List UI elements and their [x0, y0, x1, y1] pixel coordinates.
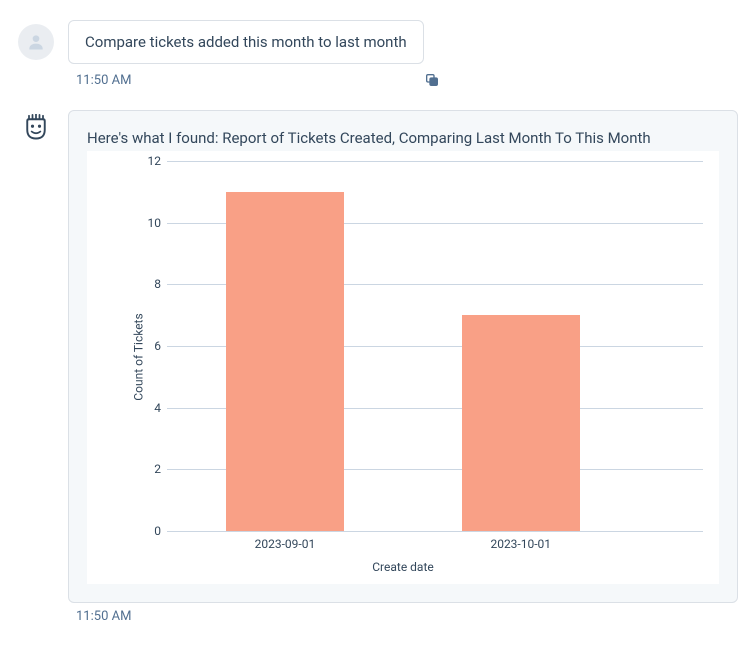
user-message-row: Compare tickets added this month to last…	[18, 20, 739, 64]
chart-y-tick: 10	[141, 216, 161, 230]
copy-icon	[424, 72, 440, 88]
chart-area: Count of Tickets 0246810122023-09-012023…	[117, 159, 709, 554]
bot-message-timestamp: 11:50 AM	[76, 609, 739, 624]
chart-bar	[462, 315, 580, 531]
chart-bar	[226, 192, 344, 531]
chart-gridline	[167, 161, 703, 162]
bot-avatar	[18, 110, 54, 146]
chart-plot: 0246810122023-09-012023-10-01	[167, 161, 703, 532]
chart-y-tick: 12	[141, 154, 161, 168]
bot-message-title: Here's what I found: Report of Tickets C…	[87, 129, 719, 147]
chart-y-axis-label: Count of Tickets	[132, 313, 146, 400]
bot-message-bubble: Here's what I found: Report of Tickets C…	[68, 110, 738, 603]
copy-button[interactable]	[420, 68, 444, 92]
person-icon	[26, 32, 46, 52]
chart-y-tick: 0	[141, 524, 161, 538]
user-message-bubble: Compare tickets added this month to last…	[68, 20, 424, 64]
chart-x-tick: 2023-10-01	[490, 537, 551, 551]
user-message-text: Compare tickets added this month to last…	[85, 33, 407, 51]
chart-y-tick: 4	[141, 401, 161, 415]
user-avatar	[18, 24, 54, 60]
bot-message-row: Here's what I found: Report of Tickets C…	[18, 110, 739, 603]
chart-card: Count of Tickets 0246810122023-09-012023…	[87, 151, 719, 584]
chart-x-axis-label: Create date	[87, 560, 719, 574]
user-message-timestamp: 11:50 AM	[76, 73, 131, 88]
chart-y-tick: 6	[141, 339, 161, 353]
chart-x-tick: 2023-09-01	[255, 537, 316, 551]
bot-icon	[22, 114, 50, 142]
chart-y-tick: 2	[141, 462, 161, 476]
user-message-meta: 11:50 AM	[76, 68, 444, 92]
chart-y-tick: 8	[141, 277, 161, 291]
